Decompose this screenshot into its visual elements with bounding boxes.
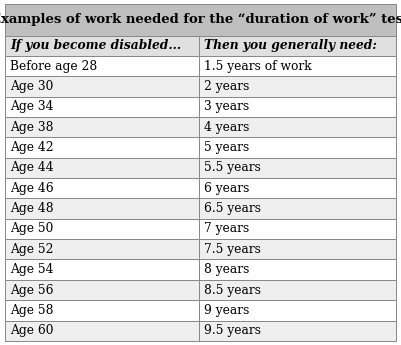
Text: Age 60: Age 60 bbox=[10, 324, 53, 337]
Text: 8.5 years: 8.5 years bbox=[204, 284, 261, 296]
Bar bbox=[5, 239, 198, 259]
Bar bbox=[198, 219, 396, 239]
Text: 9.5 years: 9.5 years bbox=[204, 324, 261, 337]
Bar bbox=[5, 137, 198, 158]
Bar bbox=[198, 97, 396, 117]
Text: Age 48: Age 48 bbox=[10, 202, 54, 215]
Text: Age 44: Age 44 bbox=[10, 161, 54, 175]
Bar bbox=[5, 97, 198, 117]
Text: Age 34: Age 34 bbox=[10, 100, 53, 114]
Text: Examples of work needed for the “duration of work” test: Examples of work needed for the “duratio… bbox=[0, 13, 401, 27]
Bar bbox=[198, 259, 396, 280]
Text: Age 54: Age 54 bbox=[10, 263, 53, 276]
Text: If you become disabled...: If you become disabled... bbox=[10, 39, 181, 52]
Text: 4 years: 4 years bbox=[204, 121, 249, 134]
Text: 7 years: 7 years bbox=[204, 223, 249, 236]
Bar bbox=[198, 137, 396, 158]
Text: 5.5 years: 5.5 years bbox=[204, 161, 261, 175]
Bar bbox=[5, 76, 198, 97]
Text: Age 58: Age 58 bbox=[10, 304, 53, 317]
Text: Before age 28: Before age 28 bbox=[10, 60, 97, 73]
Text: 5 years: 5 years bbox=[204, 141, 249, 154]
Bar bbox=[198, 36, 396, 56]
Text: 6.5 years: 6.5 years bbox=[204, 202, 261, 215]
Bar bbox=[5, 4, 396, 36]
Text: Age 38: Age 38 bbox=[10, 121, 53, 134]
Bar bbox=[5, 219, 198, 239]
Text: 6 years: 6 years bbox=[204, 182, 249, 195]
Text: 8 years: 8 years bbox=[204, 263, 249, 276]
Bar bbox=[5, 117, 198, 137]
Text: Then you generally need:: Then you generally need: bbox=[204, 39, 377, 52]
Bar bbox=[198, 300, 396, 321]
Text: 9 years: 9 years bbox=[204, 304, 249, 317]
Bar bbox=[5, 178, 198, 198]
Text: 1.5 years of work: 1.5 years of work bbox=[204, 60, 312, 73]
Bar bbox=[5, 198, 198, 219]
Bar bbox=[198, 280, 396, 300]
Bar bbox=[198, 321, 396, 341]
Text: Age 50: Age 50 bbox=[10, 223, 53, 236]
Bar bbox=[198, 117, 396, 137]
Text: 7.5 years: 7.5 years bbox=[204, 243, 261, 256]
Bar bbox=[5, 36, 198, 56]
Text: Age 42: Age 42 bbox=[10, 141, 54, 154]
Bar bbox=[5, 259, 198, 280]
Bar bbox=[198, 239, 396, 259]
Text: 2 years: 2 years bbox=[204, 80, 249, 93]
Bar bbox=[5, 280, 198, 300]
Bar bbox=[5, 56, 198, 76]
Bar bbox=[198, 76, 396, 97]
Bar bbox=[198, 158, 396, 178]
Bar bbox=[198, 198, 396, 219]
Bar bbox=[198, 56, 396, 76]
Text: Age 56: Age 56 bbox=[10, 284, 53, 296]
Bar bbox=[5, 158, 198, 178]
Text: Age 46: Age 46 bbox=[10, 182, 54, 195]
Text: 3 years: 3 years bbox=[204, 100, 249, 114]
Bar bbox=[198, 178, 396, 198]
Text: Age 30: Age 30 bbox=[10, 80, 53, 93]
Bar bbox=[5, 321, 198, 341]
Bar bbox=[5, 300, 198, 321]
Text: Age 52: Age 52 bbox=[10, 243, 53, 256]
